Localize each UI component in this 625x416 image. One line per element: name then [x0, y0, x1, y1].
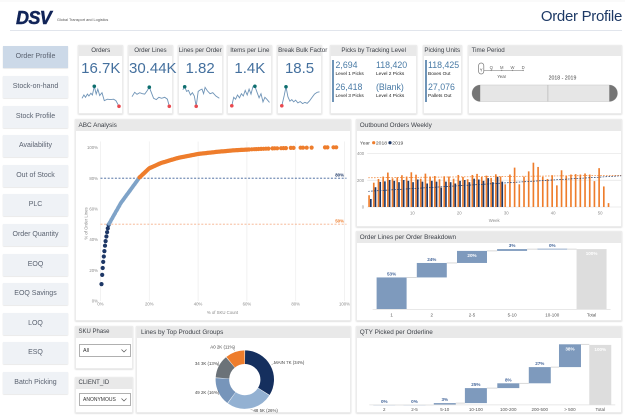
- svg-text:0%: 0%: [97, 301, 103, 306]
- svg-text:0%: 0%: [411, 398, 418, 403]
- svg-text:20%: 20%: [467, 252, 476, 257]
- svg-text:> 500: > 500: [564, 406, 576, 411]
- svg-text:5-10: 5-10: [507, 312, 516, 317]
- svg-text:3%: 3%: [441, 397, 448, 402]
- svg-text:38%: 38%: [565, 346, 574, 351]
- svg-text:60%: 60%: [89, 206, 98, 211]
- svg-text:Year: Year: [497, 74, 506, 79]
- svg-text:80%: 80%: [89, 175, 98, 180]
- svg-text:100%: 100%: [586, 251, 598, 256]
- svg-text:20: 20: [457, 210, 462, 215]
- svg-text:100-200: 100-200: [500, 406, 517, 411]
- svg-text:Y: Y: [479, 67, 482, 72]
- svg-text:10: 10: [410, 210, 415, 215]
- svg-text:W: W: [510, 65, 514, 70]
- svg-text:50: 50: [598, 210, 603, 215]
- svg-text:100%: 100%: [339, 301, 350, 306]
- svg-text:% of Order Lines: % of Order Lines: [83, 207, 88, 239]
- svg-text:40: 40: [551, 210, 556, 215]
- svg-text:60%: 60%: [242, 301, 251, 306]
- svg-text:40%: 40%: [89, 237, 98, 242]
- svg-text:8%: 8%: [505, 377, 512, 382]
- svg-text:Week: Week: [489, 217, 501, 222]
- svg-text:Total: Total: [595, 406, 604, 411]
- svg-text:0%: 0%: [381, 398, 388, 403]
- svg-text:25%: 25%: [471, 382, 480, 387]
- svg-text:2-5: 2-5: [411, 406, 418, 411]
- svg-text:2-5: 2-5: [469, 312, 476, 317]
- svg-text:20%: 20%: [144, 301, 153, 306]
- svg-text:10-100: 10-100: [545, 312, 559, 317]
- svg-text:2019: 2019: [392, 140, 403, 146]
- svg-text:10-100: 10-100: [469, 406, 483, 411]
- svg-text:20%: 20%: [89, 267, 98, 272]
- svg-text:M: M: [500, 65, 504, 70]
- svg-text:0: 0: [362, 204, 365, 209]
- svg-text:50%: 50%: [335, 218, 344, 223]
- svg-text:80%: 80%: [291, 301, 300, 306]
- svg-text:% of SKU Count: % of SKU Count: [206, 310, 238, 315]
- svg-text:1: 1: [390, 312, 393, 317]
- svg-text:0%: 0%: [549, 243, 556, 248]
- svg-text:100%: 100%: [87, 145, 98, 150]
- svg-text:200-500: 200-500: [531, 406, 548, 411]
- svg-text:3%: 3%: [509, 243, 516, 248]
- svg-text:0%: 0%: [91, 298, 97, 303]
- svg-text:2: 2: [383, 406, 386, 411]
- svg-text:200: 200: [357, 177, 365, 182]
- svg-text:Year: Year: [360, 140, 370, 146]
- svg-text:400: 400: [357, 151, 365, 156]
- svg-text:A0 2K (11%): A0 2K (11%): [210, 344, 235, 349]
- svg-text:49 2K (16%): 49 2K (16%): [195, 390, 220, 395]
- svg-text:Q: Q: [489, 65, 493, 70]
- svg-text:27%: 27%: [535, 361, 544, 366]
- svg-text:48 5K (26%): 48 5K (26%): [253, 408, 278, 413]
- svg-text:34 3K (13%): 34 3K (13%): [195, 361, 220, 366]
- svg-text:2018: 2018: [376, 140, 387, 146]
- svg-text:40%: 40%: [193, 301, 202, 306]
- svg-text:2018 - 2019: 2018 - 2019: [548, 75, 576, 81]
- svg-text:80%: 80%: [335, 172, 344, 177]
- svg-text:Total: Total: [587, 312, 596, 317]
- svg-text:100%: 100%: [594, 346, 606, 351]
- svg-text:2: 2: [430, 312, 433, 317]
- svg-text:53%: 53%: [387, 271, 396, 276]
- svg-text:24%: 24%: [427, 257, 436, 262]
- svg-text:30: 30: [504, 210, 509, 215]
- svg-text:D: D: [521, 65, 524, 70]
- svg-text:MAIN 7K (34%): MAIN 7K (34%): [274, 360, 305, 365]
- svg-text:5-10: 5-10: [440, 406, 449, 411]
